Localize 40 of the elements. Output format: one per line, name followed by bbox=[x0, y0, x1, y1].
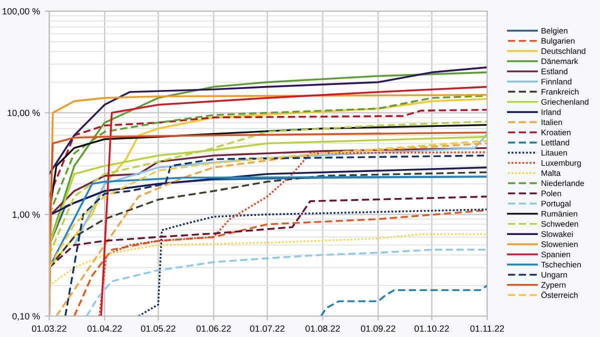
x-tick-label: 01.07.22 bbox=[250, 325, 284, 332]
legend-label: Litauen bbox=[542, 150, 567, 156]
legend-label: Bulgarien bbox=[542, 38, 574, 46]
x-tick-label: 01.09.22 bbox=[360, 325, 396, 332]
x-tick-label: 01.03.22 bbox=[32, 325, 66, 332]
legend-label: Schweden bbox=[541, 220, 578, 227]
legend-label: Lettland bbox=[542, 140, 570, 146]
legend-label: Niederlande bbox=[542, 180, 584, 186]
legend-label: Irland bbox=[542, 109, 561, 115]
legend-label: Slowenien bbox=[541, 241, 578, 248]
legend-label: Österreich bbox=[541, 291, 578, 298]
legend-label: Portugal bbox=[542, 200, 570, 208]
legend-label: Zypern bbox=[541, 282, 566, 290]
y-tick-label: 0,10 % bbox=[12, 313, 40, 321]
y-tick-label: 1,00 % bbox=[12, 211, 40, 219]
legend-label: Italien bbox=[542, 119, 562, 126]
x-tick-label: 01.08.22 bbox=[306, 325, 340, 332]
legend-label: Malta bbox=[542, 170, 561, 176]
legend-label: Rumänien bbox=[542, 210, 578, 217]
legend-label: Belgien bbox=[542, 28, 568, 36]
x-tick-label: 01.04.22 bbox=[87, 325, 122, 332]
legend-label: Ungarn bbox=[542, 272, 567, 280]
x-tick-label: 01.06.22 bbox=[196, 325, 231, 332]
legend-label: Kroatien bbox=[542, 129, 570, 136]
legend-label: Estland bbox=[542, 68, 568, 74]
legend-label: Polen bbox=[542, 190, 562, 196]
x-tick-label: 01.05.22 bbox=[141, 325, 176, 332]
x-tick-label: 01.10.22 bbox=[414, 325, 449, 332]
legend-label: Tschechien bbox=[541, 262, 581, 268]
x-tick-label: 01.11.22 bbox=[470, 325, 504, 332]
y-tick-label: 100,00 % bbox=[2, 8, 40, 16]
legend-label: Dänemark bbox=[542, 58, 578, 64]
legend-label: Deutschland bbox=[542, 48, 586, 54]
y-tick-label: 10,00 % bbox=[8, 110, 40, 118]
legend-label: Luxemburg bbox=[542, 160, 581, 168]
legend-label: Slowakei bbox=[541, 231, 573, 237]
legend-label: Spanien bbox=[541, 251, 570, 259]
legend-label: Griechenland bbox=[541, 98, 588, 105]
legend-label: Finnland bbox=[542, 78, 572, 84]
legend-label: Frankreich bbox=[542, 88, 578, 95]
